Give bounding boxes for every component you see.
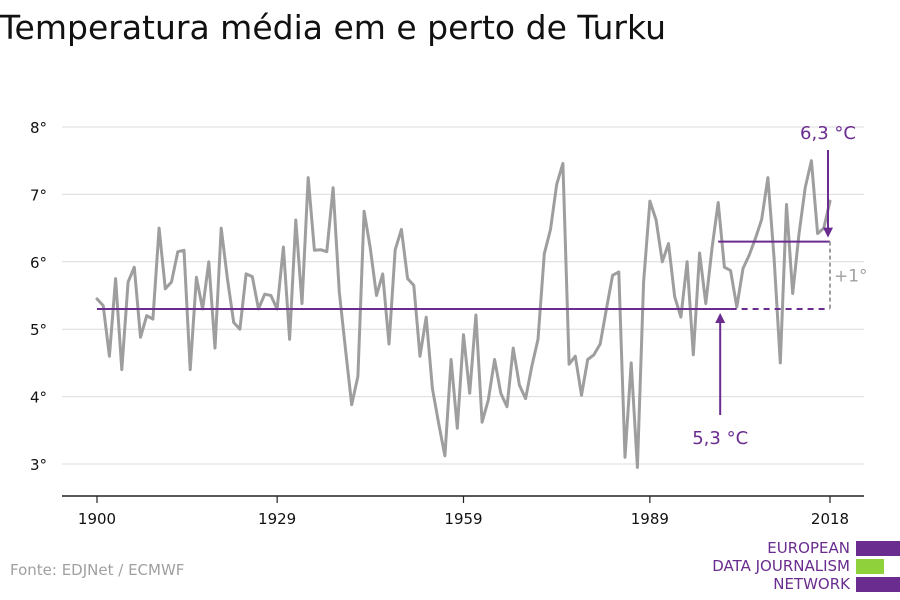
y-tick-label: 7° (30, 186, 47, 204)
y-tick-label: 3° (30, 456, 47, 474)
y-tick-label: 8° (30, 119, 47, 137)
difference-label: +1° (834, 266, 868, 286)
grid-layer (62, 126, 864, 465)
logo-bar-1 (856, 541, 900, 556)
annotation-layer: +1° 5,3 °C 6,3 °C (97, 123, 868, 449)
x-tick-label: 1959 (444, 510, 482, 528)
baseline-arrow-head (715, 312, 726, 323)
x-tick-label: 2018 (811, 510, 849, 528)
logo-line-1: EUROPEAN (767, 539, 850, 557)
x-tick-label: 1929 (258, 510, 296, 528)
y-tick-label: 4° (30, 389, 47, 407)
recent-mean-arrow-head (823, 227, 833, 238)
y-tick-label: 6° (30, 254, 47, 272)
chart-title: Temperatura média em e perto de Turku (0, 8, 666, 47)
series-line-0 (95, 159, 832, 469)
series-layer (95, 159, 832, 469)
y-tick-label: 5° (30, 321, 47, 339)
axis-layer: 3° 4° 5° 6° 7° 8° 1900 1929 1959 1989 2018 (30, 119, 864, 528)
logo-bar-3 (856, 577, 900, 592)
recent-mean-label: 6,3 °C (800, 123, 856, 144)
source-label: Fonte: EDJNet / ECMWF (10, 561, 185, 579)
logo-line-2: DATA JOURNALISM (712, 557, 850, 575)
baseline-label: 5,3 °C (692, 428, 748, 449)
logo-line-3: NETWORK (773, 575, 850, 593)
edjnet-logo: EUROPEAN DATA JOURNALISM NETWORK (700, 538, 900, 600)
x-tick-label: 1900 (78, 510, 116, 528)
x-tick-label: 1989 (631, 510, 669, 528)
logo-bar-2 (856, 559, 884, 574)
